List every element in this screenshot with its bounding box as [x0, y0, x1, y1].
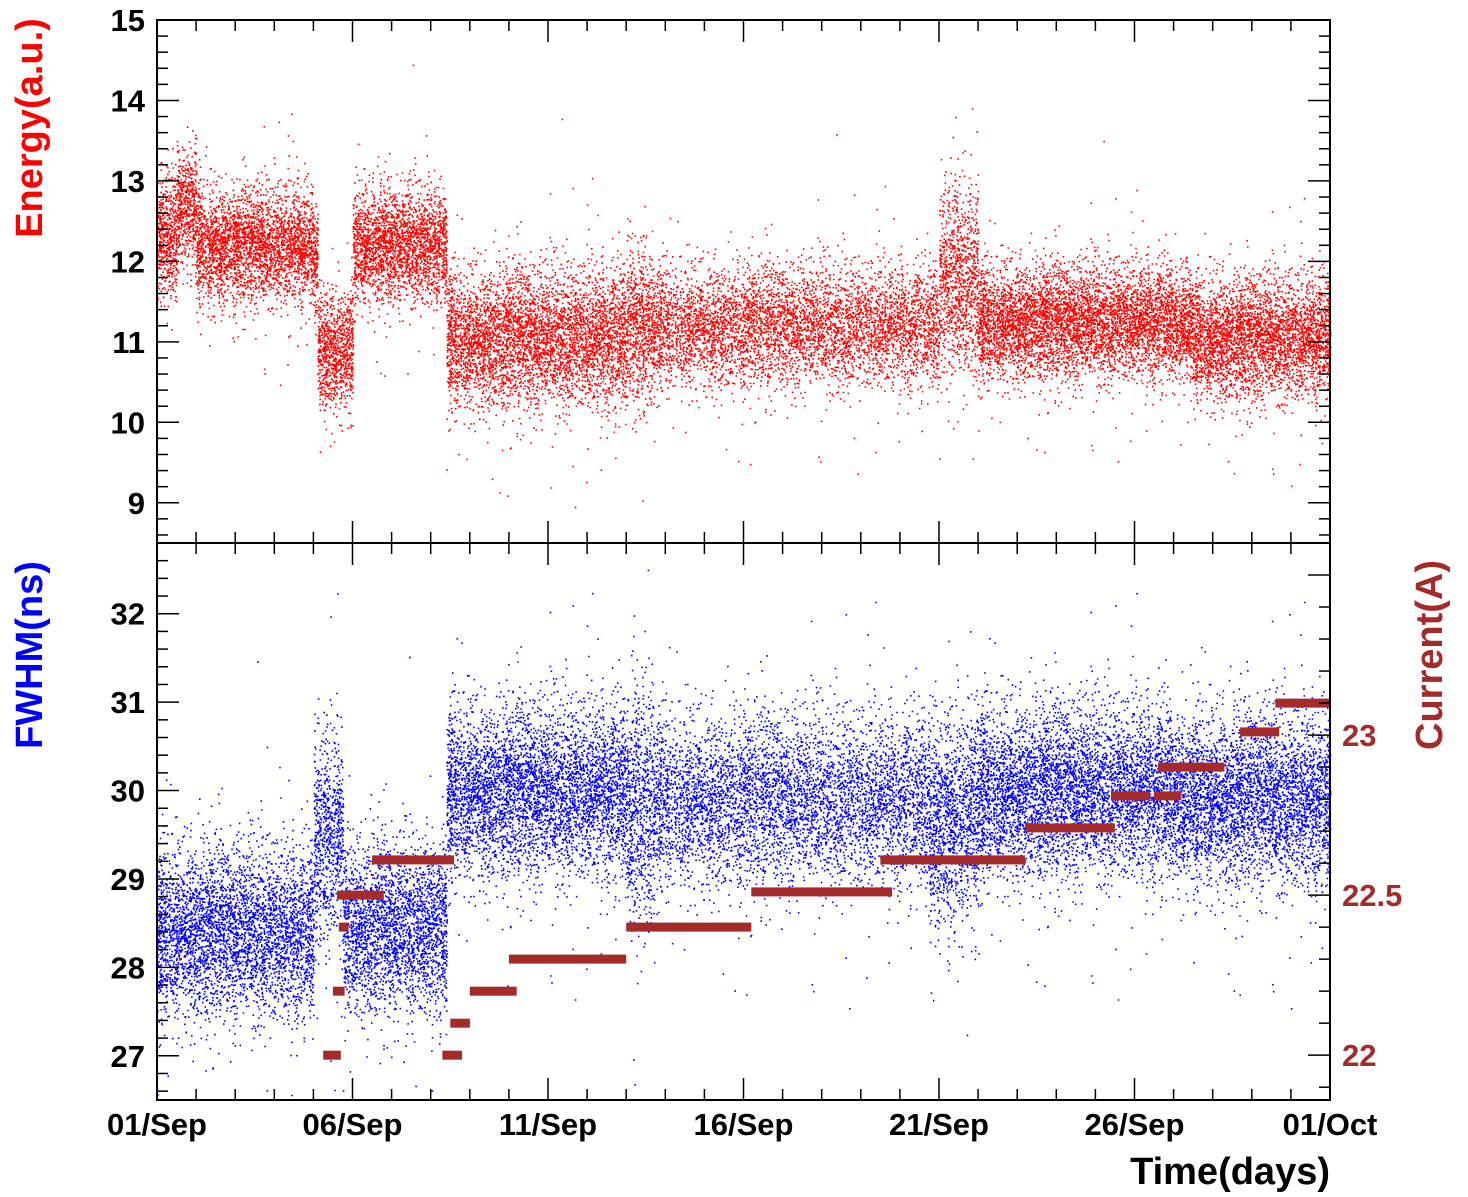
- energy-plot-frame: [156, 19, 1331, 544]
- current-step-14: [1154, 791, 1182, 801]
- energy-y-tick-label: 10: [111, 405, 145, 440]
- fwhm-point-cloud-7: [978, 592, 1176, 1001]
- fwhm-point-cloud-0: [157, 661, 315, 1097]
- x-tick-label: 11/Sep: [499, 1107, 597, 1142]
- energy-point-cloud-2: [196, 113, 315, 387]
- current-step-8: [508, 954, 627, 964]
- current-step-17: [1275, 698, 1330, 708]
- fwhm-point-cloud-6: [927, 631, 980, 1037]
- current-y-tick-label: 22: [1342, 1038, 1376, 1073]
- energy-point-cloud-0: [157, 147, 178, 331]
- current-y-tick-label: 23: [1342, 718, 1376, 753]
- fwhm-point-cloud-9: [1193, 601, 1332, 1010]
- current-step-3: [336, 890, 384, 900]
- fwhm-y-tick-label: 29: [111, 862, 145, 897]
- energy-point-cloud-4: [317, 242, 355, 454]
- fwhm-axis-title: FWHM(ns): [9, 561, 51, 749]
- current-step-1: [332, 986, 345, 996]
- energy-point-cloud-1: [176, 126, 198, 288]
- fwhm-y-tick-label: 31: [111, 685, 145, 720]
- energy-axis-title: Energy(a.u.): [9, 18, 51, 238]
- current-step-11: [880, 855, 1026, 865]
- current-step-6: [450, 1018, 470, 1028]
- energy-y-tick-label: 15: [111, 3, 145, 38]
- current-step-7: [469, 986, 517, 996]
- axis-ticks: [156, 19, 1331, 1100]
- current-step-16: [1240, 727, 1280, 737]
- x-tick-label: 01/Oct: [1283, 1107, 1378, 1142]
- energy-scatter-series: [157, 64, 1332, 509]
- time-axis-title: Time(days): [1130, 1151, 1330, 1193]
- fwhm-y-tick-label: 32: [111, 597, 145, 632]
- fwhm-point-cloud-4: [626, 569, 656, 1086]
- energy-y-tick-label: 12: [111, 244, 145, 279]
- fwhm-point-cloud-3: [446, 592, 628, 1001]
- fwhm-y-tick-label: 30: [111, 774, 145, 809]
- current-step-15: [1158, 762, 1225, 772]
- current-step-0: [323, 1050, 341, 1060]
- x-tick-label: 26/Sep: [1085, 1107, 1185, 1142]
- current-step-2: [338, 922, 349, 932]
- current-axis-title: Current(A): [1409, 560, 1451, 750]
- energy-point-cloud-5: [352, 64, 448, 377]
- fwhm-point-cloud-1: [313, 593, 345, 1092]
- x-tick-label: 21/Sep: [889, 1107, 989, 1142]
- current-step-4: [372, 855, 455, 865]
- energy-y-tick-label: 14: [111, 83, 146, 118]
- current-step-9: [626, 922, 752, 932]
- current-step-series: [323, 698, 1330, 1060]
- fwhm-y-tick-label: 28: [111, 950, 145, 985]
- current-y-tick-label: 22.5: [1342, 878, 1402, 913]
- fwhm-scatter-series: [157, 569, 1332, 1097]
- energy-point-cloud-3: [313, 202, 319, 336]
- axis-labels: 9 10 11 12 13 14 15 27 28 29 30 31 32 22 22.5 23 01/Sep 0…: [107, 3, 1402, 1142]
- energy-point-cloud-11: [1173, 233, 1195, 446]
- energy-point-cloud-8: [653, 134, 941, 475]
- fwhm-point-cloud-2: [342, 656, 448, 1092]
- energy-y-tick-label: 9: [128, 486, 145, 521]
- fwhm-point-cloud-5: [653, 601, 929, 1010]
- energy-point-cloud-10: [978, 140, 1176, 463]
- energy-y-tick-label: 11: [112, 325, 145, 360]
- x-tick-label: 16/Sep: [694, 1107, 794, 1142]
- fwhm-plot-frame: [156, 542, 1331, 1101]
- current-step-5: [442, 1050, 462, 1060]
- energy-point-cloud-6: [446, 118, 628, 509]
- energy-y-tick-label: 13: [111, 164, 145, 199]
- fwhm-y-tick-label: 27: [111, 1039, 145, 1074]
- fwhm-point-cloud-8: [1173, 664, 1195, 922]
- energy-point-cloud-9: [939, 108, 980, 460]
- current-step-12: [1025, 823, 1115, 833]
- energy-point-cloud-12: [1193, 197, 1332, 488]
- current-step-10: [751, 887, 893, 897]
- current-step-13: [1111, 791, 1151, 801]
- energy-point-cloud-7: [626, 205, 656, 502]
- x-tick-label: 01/Sep: [107, 1107, 207, 1142]
- x-tick-label: 06/Sep: [303, 1107, 403, 1142]
